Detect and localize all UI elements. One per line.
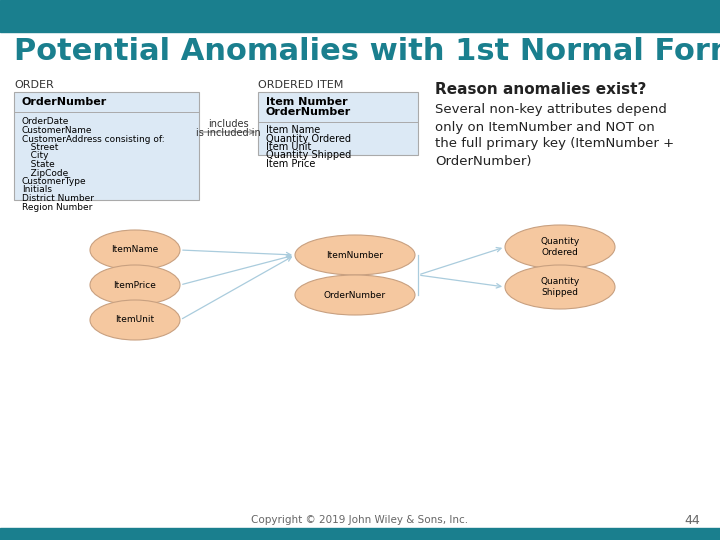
FancyBboxPatch shape bbox=[258, 92, 418, 155]
Text: District Number: District Number bbox=[22, 194, 94, 203]
Ellipse shape bbox=[295, 235, 415, 275]
FancyBboxPatch shape bbox=[14, 92, 199, 200]
Text: is included in: is included in bbox=[196, 128, 261, 138]
Text: Several non-key attributes depend: Several non-key attributes depend bbox=[435, 104, 667, 117]
Text: ORDERED ITEM: ORDERED ITEM bbox=[258, 80, 343, 90]
Ellipse shape bbox=[90, 230, 180, 270]
Bar bbox=[0, 0, 720, 32]
Text: the full primary key (ItemNumber +: the full primary key (ItemNumber + bbox=[435, 138, 674, 151]
Text: CustomerType: CustomerType bbox=[22, 177, 86, 186]
Text: ItemName: ItemName bbox=[112, 246, 158, 254]
Ellipse shape bbox=[505, 225, 615, 269]
Bar bbox=[0, 528, 720, 540]
Text: OrderNumber: OrderNumber bbox=[324, 291, 386, 300]
Text: ORDER: ORDER bbox=[14, 80, 54, 90]
Text: OrderDate: OrderDate bbox=[22, 118, 69, 126]
Text: Quantity Ordered: Quantity Ordered bbox=[266, 133, 351, 144]
Ellipse shape bbox=[90, 300, 180, 340]
Text: Street: Street bbox=[22, 143, 58, 152]
Text: only on ItemNumber and NOT on: only on ItemNumber and NOT on bbox=[435, 120, 654, 133]
Text: Initials: Initials bbox=[22, 186, 52, 194]
Text: Quantity
Shipped: Quantity Shipped bbox=[541, 278, 580, 296]
Text: 44: 44 bbox=[684, 514, 700, 526]
Text: Item Unit: Item Unit bbox=[266, 142, 311, 152]
Text: Region Number: Region Number bbox=[22, 202, 92, 212]
Text: State: State bbox=[22, 160, 55, 169]
Text: ZipCode: ZipCode bbox=[22, 168, 68, 178]
Text: ItemNumber: ItemNumber bbox=[326, 251, 384, 260]
Text: CustomerName: CustomerName bbox=[22, 126, 92, 135]
Text: Item Name: Item Name bbox=[266, 125, 320, 135]
Text: Quantity Shipped: Quantity Shipped bbox=[266, 151, 351, 160]
Text: Item Number: Item Number bbox=[266, 97, 348, 107]
Text: City: City bbox=[22, 152, 48, 160]
Text: OrderNumber): OrderNumber) bbox=[435, 154, 531, 167]
Ellipse shape bbox=[295, 275, 415, 315]
Text: OrderNumber: OrderNumber bbox=[22, 97, 107, 107]
Ellipse shape bbox=[90, 265, 180, 305]
Text: OrderNumber: OrderNumber bbox=[266, 107, 351, 117]
Text: CustomerAddress consisting of:: CustomerAddress consisting of: bbox=[22, 134, 165, 144]
Ellipse shape bbox=[505, 265, 615, 309]
Text: Quantity
Ordered: Quantity Ordered bbox=[541, 237, 580, 256]
Text: ItemPrice: ItemPrice bbox=[114, 280, 156, 289]
Text: Item Price: Item Price bbox=[266, 159, 315, 169]
Text: Reason anomalies exist?: Reason anomalies exist? bbox=[435, 83, 647, 98]
Text: ItemUnit: ItemUnit bbox=[115, 315, 155, 325]
Text: includes: includes bbox=[208, 119, 249, 129]
Text: Copyright © 2019 John Wiley & Sons, Inc.: Copyright © 2019 John Wiley & Sons, Inc. bbox=[251, 515, 469, 525]
Text: Potential Anomalies with 1st Normal Form: Potential Anomalies with 1st Normal Form bbox=[14, 37, 720, 66]
